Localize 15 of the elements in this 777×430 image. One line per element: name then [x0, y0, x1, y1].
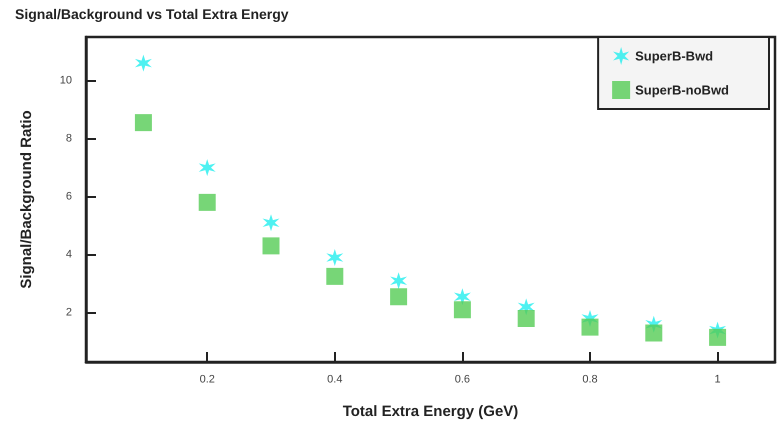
x-tick-label: 0.4: [327, 374, 342, 386]
y-tick-label: 4: [66, 248, 72, 261]
chart-title: Signal/Background vs Total Extra Energy: [15, 6, 289, 22]
x-tick-label: 1: [714, 374, 721, 386]
x-tick-label: 0.8: [582, 374, 598, 386]
y-tick-label: 10: [60, 74, 72, 87]
y-axis-title: Signal/Background Ratio: [18, 110, 35, 289]
y-tick-label: 6: [66, 190, 72, 203]
x-tick-label: 0.2: [200, 374, 215, 386]
legend-label: SuperB-noBwd: [635, 82, 730, 98]
x-axis-title: Total Extra Energy (GeV): [342, 403, 518, 420]
y-tick-label: 8: [66, 132, 72, 145]
y-tick-label: 2: [66, 306, 72, 319]
legend-label: SuperB-Bwd: [635, 48, 714, 64]
x-tick-label: 0.6: [454, 374, 470, 386]
